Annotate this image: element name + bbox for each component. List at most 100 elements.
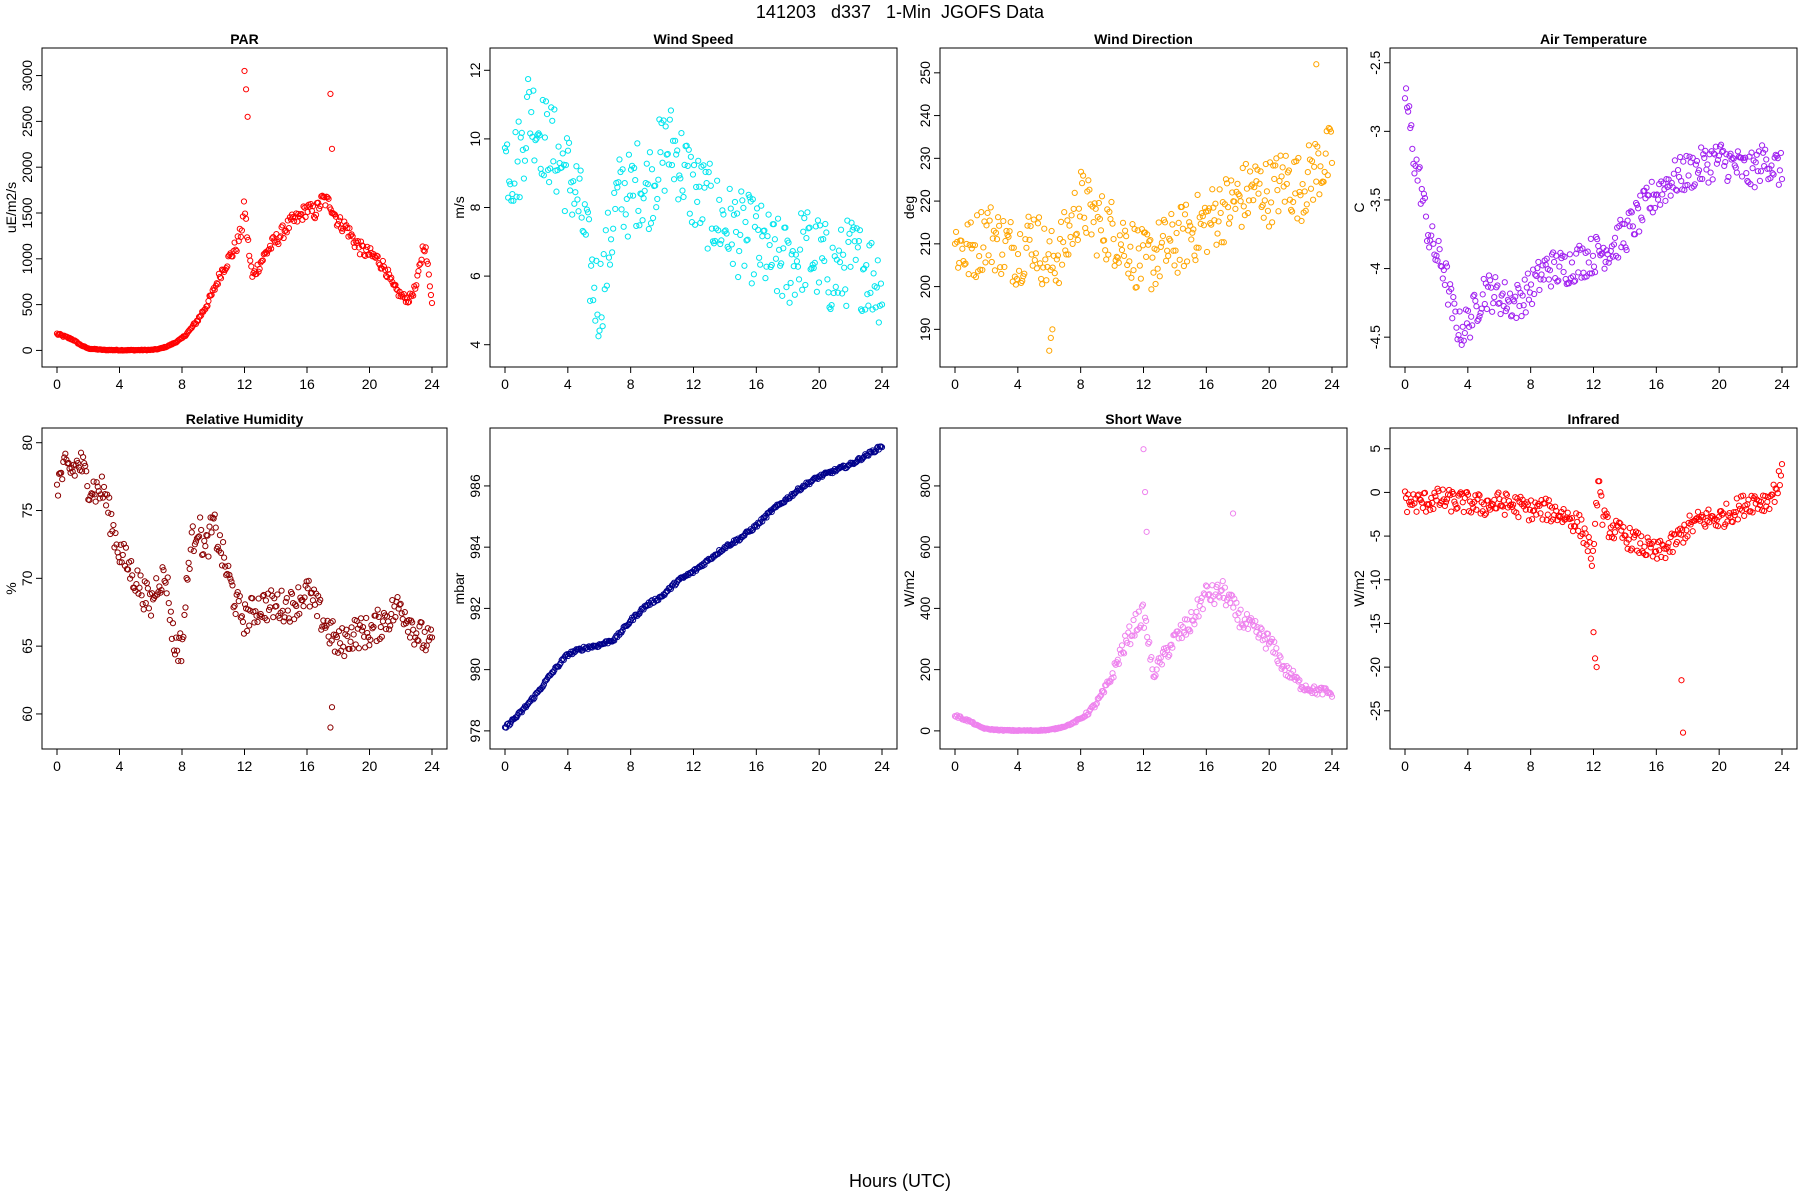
data-point <box>1533 511 1540 518</box>
data-point <box>177 630 184 637</box>
data-point <box>1099 687 1107 695</box>
data-point <box>1754 168 1761 175</box>
data-point <box>1648 178 1655 185</box>
data-point <box>1182 631 1190 638</box>
data-point <box>1540 276 1547 283</box>
data-point <box>165 599 172 607</box>
data-point <box>1740 492 1747 499</box>
data-point <box>1102 247 1109 254</box>
data-point <box>1097 227 1105 234</box>
data-point <box>778 260 785 267</box>
data-point <box>559 150 566 157</box>
y-tick-label: 0 <box>19 346 35 354</box>
y-tick-label: -20 <box>1367 657 1383 677</box>
data-point <box>1242 620 1249 627</box>
data-point <box>1172 247 1179 254</box>
data-point <box>822 220 829 228</box>
data-point <box>1251 184 1258 191</box>
data-point <box>837 226 845 233</box>
data-point <box>339 625 346 632</box>
data-point <box>221 554 228 561</box>
data-point <box>1501 511 1508 518</box>
data-point <box>1699 175 1706 183</box>
data-point <box>1199 606 1206 613</box>
data-point <box>1768 162 1775 169</box>
data-point <box>864 291 871 298</box>
data-point <box>1023 244 1030 251</box>
data-point <box>1494 282 1501 289</box>
data-point <box>392 281 399 289</box>
data-point <box>1239 164 1246 172</box>
data-point <box>770 221 777 228</box>
data-point <box>212 524 219 531</box>
data-point <box>1537 510 1544 517</box>
data-point <box>1133 283 1140 291</box>
data-point <box>182 604 189 611</box>
data-point <box>783 284 790 291</box>
data-point <box>374 253 381 260</box>
data-point <box>982 259 989 266</box>
data-point <box>1643 184 1650 191</box>
data-point <box>207 514 214 521</box>
data-point <box>159 564 166 571</box>
data-point <box>1567 523 1575 530</box>
data-point <box>254 618 261 626</box>
data-point <box>644 181 651 188</box>
x-tick-label: 16 <box>1649 376 1665 392</box>
data-point <box>1742 154 1749 161</box>
data-point <box>989 235 996 242</box>
data-point <box>1729 518 1736 526</box>
data-point <box>828 301 835 309</box>
data-point <box>1751 184 1758 191</box>
data-point <box>1427 506 1434 513</box>
data-point <box>643 160 650 167</box>
data-point <box>964 221 971 228</box>
data-point <box>1114 656 1121 663</box>
data-point <box>181 611 188 619</box>
data-point <box>1441 281 1449 288</box>
data-point <box>1602 258 1609 266</box>
data-point <box>689 171 697 178</box>
data-point <box>1136 262 1143 269</box>
data-point <box>1428 232 1435 239</box>
data-point <box>1726 509 1733 517</box>
data-point <box>1769 170 1776 177</box>
data-point <box>217 549 225 557</box>
x-tick-label: 0 <box>1401 758 1409 774</box>
data-point <box>1116 232 1123 239</box>
data-point <box>1188 608 1195 616</box>
data-point <box>718 237 725 244</box>
data-point <box>1064 217 1071 224</box>
data-point <box>1453 505 1460 512</box>
data-point <box>1228 591 1235 598</box>
data-points <box>53 67 436 354</box>
data-point <box>1031 257 1038 264</box>
data-point <box>1214 230 1221 237</box>
data-point <box>1074 236 1081 244</box>
data-point <box>852 256 859 263</box>
data-point <box>1035 214 1043 221</box>
data-point <box>1636 549 1643 557</box>
data-point <box>1622 244 1629 251</box>
data-point <box>782 224 789 231</box>
data-point <box>870 270 877 277</box>
data-point <box>1200 222 1207 229</box>
data-point <box>1757 168 1765 175</box>
data-point <box>1320 178 1327 185</box>
data-point <box>798 210 805 217</box>
y-tick-label: 1000 <box>19 243 35 274</box>
y-tick-label: 4 <box>467 341 483 349</box>
data-point <box>166 616 173 624</box>
data-point <box>1013 275 1021 283</box>
data-point <box>91 491 98 498</box>
data-point <box>1714 156 1722 164</box>
data-point <box>280 618 287 625</box>
data-point <box>1475 491 1482 498</box>
data-point <box>1096 215 1104 223</box>
data-point <box>1525 517 1533 524</box>
data-point <box>1696 175 1704 182</box>
data-point <box>1197 220 1204 227</box>
data-point <box>1158 239 1165 246</box>
data-point <box>1068 212 1075 219</box>
data-point <box>1560 268 1567 276</box>
